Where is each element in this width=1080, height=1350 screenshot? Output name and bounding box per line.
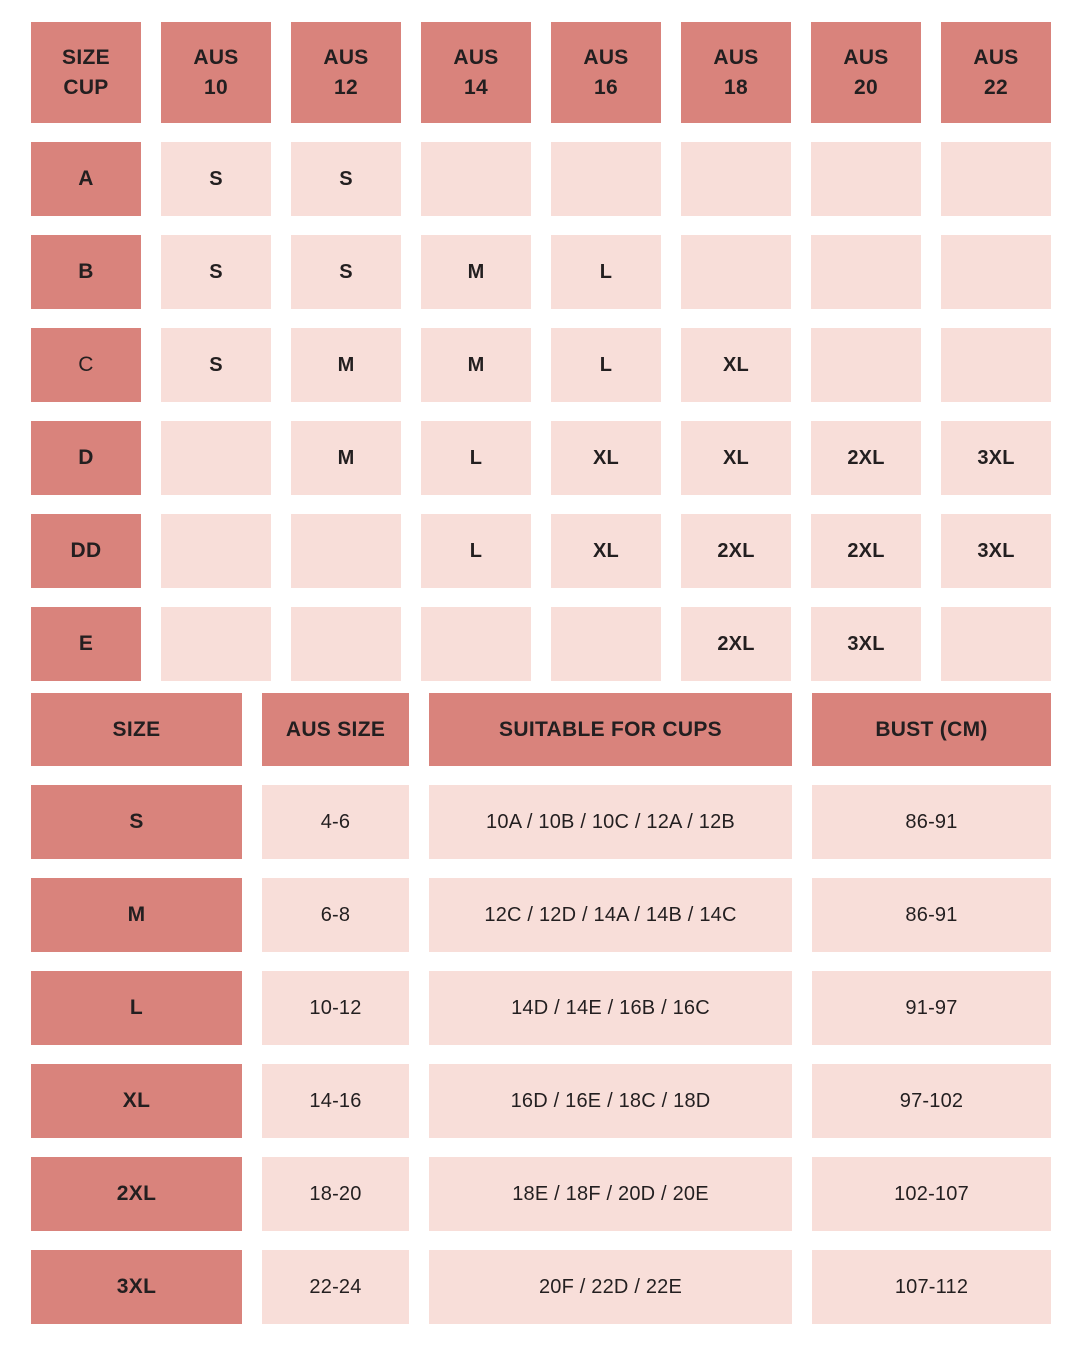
cup-size-cell: S [161, 142, 271, 216]
size-label-cell: M [31, 878, 242, 952]
aus-size-range-cell: 14-16 [262, 1064, 409, 1138]
cup-table-col-header: AUS 12 [291, 22, 401, 123]
cup-size-cell: L [551, 328, 661, 402]
cup-size-cell: XL [551, 514, 661, 588]
cup-size-table: SIZE CUP AUS 10 AUS 12 AUS 14 AUS 16 AUS… [31, 22, 1051, 681]
cup-size-cell: L [421, 421, 531, 495]
cup-size-cell: XL [681, 421, 791, 495]
cup-size-cell: S [291, 235, 401, 309]
cup-table-col-header: AUS 14 [421, 22, 531, 123]
cup-size-cell: M [421, 235, 531, 309]
suitable-cups-cell: 10A / 10B / 10C / 12A / 12B [429, 785, 792, 859]
cup-size-cell [421, 142, 531, 216]
aus-size-range-cell: 22-24 [262, 1250, 409, 1324]
cup-row-label: DD [31, 514, 141, 588]
cup-size-cell: XL [681, 328, 791, 402]
bust-range-cell: 102-107 [812, 1157, 1051, 1231]
cup-size-cell [161, 514, 271, 588]
bust-range-cell: 91-97 [812, 971, 1051, 1045]
suitable-cups-cell: 14D / 14E / 16B / 16C [429, 971, 792, 1045]
cup-row-label: B [31, 235, 141, 309]
cup-size-cell [551, 142, 661, 216]
aus-size-range-cell: 10-12 [262, 971, 409, 1045]
cup-size-cell [941, 607, 1051, 681]
cup-size-cell [291, 514, 401, 588]
suitable-cups-cell: 20F / 22D / 22E [429, 1250, 792, 1324]
cup-size-cell [161, 421, 271, 495]
cup-size-cell: 3XL [941, 421, 1051, 495]
aus-size-range-cell: 18-20 [262, 1157, 409, 1231]
cup-size-cell: 2XL [681, 607, 791, 681]
cup-table-col-header: AUS 20 [811, 22, 921, 123]
bust-range-cell: 107-112 [812, 1250, 1051, 1324]
cup-size-cell [681, 142, 791, 216]
cup-size-cell: 3XL [811, 607, 921, 681]
cup-table-col-header: AUS 18 [681, 22, 791, 123]
cup-size-cell [681, 235, 791, 309]
size-guide-table: SIZE AUS SIZE SUITABLE FOR CUPS BUST (CM… [31, 693, 1051, 1324]
size-label-cell: XL [31, 1064, 242, 1138]
cup-size-cell [941, 142, 1051, 216]
cup-size-cell [551, 607, 661, 681]
cup-size-cell: 2XL [681, 514, 791, 588]
cup-table-corner-header: SIZE CUP [31, 22, 141, 123]
aus-size-range-cell: 4-6 [262, 785, 409, 859]
cup-size-cell [161, 607, 271, 681]
size-table-col-header: BUST (CM) [812, 693, 1051, 766]
size-table-col-header: SIZE [31, 693, 242, 766]
cup-size-cell [291, 607, 401, 681]
cup-row-label: E [31, 607, 141, 681]
size-label-cell: S [31, 785, 242, 859]
cup-size-cell: 2XL [811, 421, 921, 495]
bust-range-cell: 86-91 [812, 785, 1051, 859]
cup-table-col-header: AUS 22 [941, 22, 1051, 123]
size-table-col-header: SUITABLE FOR CUPS [429, 693, 792, 766]
size-table-col-header: AUS SIZE [262, 693, 409, 766]
suitable-cups-cell: 18E / 18F / 20D / 20E [429, 1157, 792, 1231]
bust-range-cell: 86-91 [812, 878, 1051, 952]
cup-size-cell: 3XL [941, 514, 1051, 588]
cup-size-cell [941, 328, 1051, 402]
suitable-cups-cell: 16D / 16E / 18C / 18D [429, 1064, 792, 1138]
bust-range-cell: 97-102 [812, 1064, 1051, 1138]
cup-size-cell: M [291, 421, 401, 495]
cup-size-cell: L [551, 235, 661, 309]
cup-size-cell: S [161, 328, 271, 402]
suitable-cups-cell: 12C / 12D / 14A / 14B / 14C [429, 878, 792, 952]
cup-row-label: C [31, 328, 141, 402]
cup-row-label: A [31, 142, 141, 216]
cup-size-cell [941, 235, 1051, 309]
size-label-cell: 3XL [31, 1250, 242, 1324]
cup-table-col-header: AUS 16 [551, 22, 661, 123]
cup-size-cell: M [291, 328, 401, 402]
cup-size-cell: 2XL [811, 514, 921, 588]
cup-size-cell: M [421, 328, 531, 402]
cup-row-label: D [31, 421, 141, 495]
cup-size-cell [421, 607, 531, 681]
cup-size-cell: L [421, 514, 531, 588]
size-label-cell: 2XL [31, 1157, 242, 1231]
aus-size-range-cell: 6-8 [262, 878, 409, 952]
size-label-cell: L [31, 971, 242, 1045]
cup-size-cell [811, 142, 921, 216]
cup-size-cell: S [161, 235, 271, 309]
cup-table-col-header: AUS 10 [161, 22, 271, 123]
cup-size-cell [811, 235, 921, 309]
cup-size-cell: XL [551, 421, 661, 495]
cup-size-cell [811, 328, 921, 402]
cup-size-cell: S [291, 142, 401, 216]
